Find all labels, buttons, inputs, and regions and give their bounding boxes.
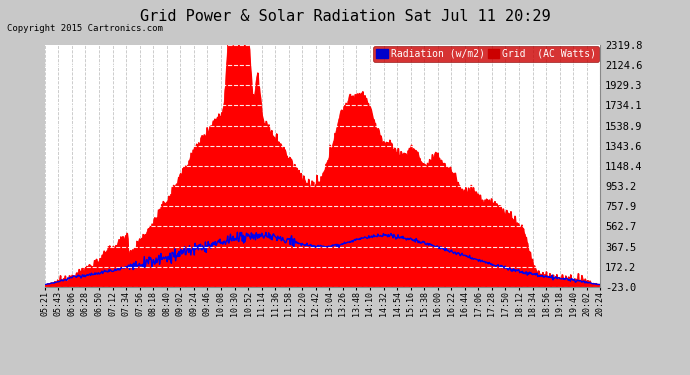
- Legend: Radiation (w/m2), Grid  (AC Watts): Radiation (w/m2), Grid (AC Watts): [373, 46, 600, 62]
- Text: Grid Power & Solar Radiation Sat Jul 11 20:29: Grid Power & Solar Radiation Sat Jul 11 …: [139, 9, 551, 24]
- Text: Copyright 2015 Cartronics.com: Copyright 2015 Cartronics.com: [7, 24, 163, 33]
